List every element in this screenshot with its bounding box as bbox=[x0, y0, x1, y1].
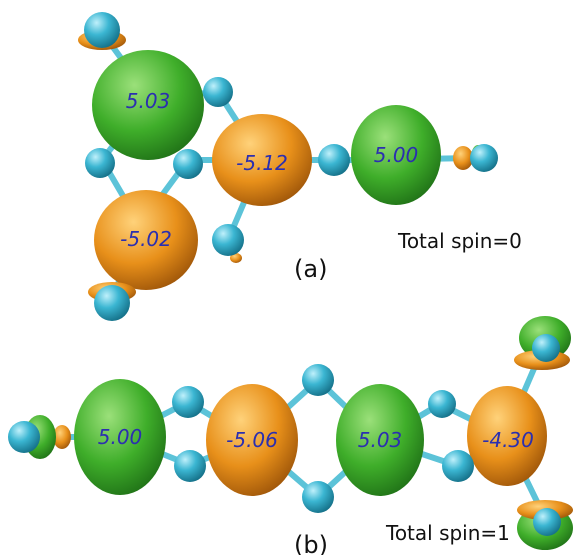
atom bbox=[302, 481, 334, 513]
moment-value: -5.12 bbox=[236, 151, 288, 175]
moment-value: -4.30 bbox=[482, 428, 534, 452]
atom bbox=[173, 149, 203, 179]
spin-down-lobe-small bbox=[53, 425, 71, 449]
atom bbox=[442, 450, 474, 482]
atom bbox=[203, 77, 233, 107]
panel-label: (b) bbox=[294, 531, 328, 555]
moment-value: 5.03 bbox=[126, 89, 171, 113]
atom bbox=[428, 390, 456, 418]
atom bbox=[533, 508, 561, 536]
spin-down-lobe bbox=[94, 190, 198, 290]
moment-value: -5.06 bbox=[226, 428, 278, 452]
spin-up-lobe bbox=[92, 50, 204, 160]
spin-up-lobe bbox=[336, 384, 424, 496]
spin-down-lobe-small bbox=[230, 253, 242, 263]
atom bbox=[174, 450, 206, 482]
spin-down-lobe bbox=[467, 386, 547, 486]
atom bbox=[470, 144, 498, 172]
atoms-b bbox=[8, 334, 561, 536]
atom bbox=[318, 144, 350, 176]
panel-label: (a) bbox=[294, 255, 327, 283]
atom bbox=[8, 421, 40, 453]
moment-value: 5.00 bbox=[98, 425, 143, 449]
atom bbox=[302, 364, 334, 396]
moment-value: 5.00 bbox=[374, 143, 419, 167]
panel-a: 5.03 -5.12 5.00 -5.02 Total spin=0 (a) bbox=[78, 12, 522, 321]
spin-down-lobe bbox=[206, 384, 298, 496]
atom bbox=[532, 334, 560, 362]
atom bbox=[84, 12, 120, 48]
total-spin-label: Total spin=0 bbox=[397, 229, 522, 253]
atoms-a bbox=[84, 12, 498, 321]
spin-down-lobe bbox=[212, 114, 312, 206]
panel-b: 5.00 -5.06 5.03 -4.30 Total spin=1 (b) bbox=[8, 316, 573, 555]
moment-value: -5.02 bbox=[120, 227, 172, 251]
atom bbox=[212, 224, 244, 256]
spin-up-lobe bbox=[74, 379, 166, 495]
moment-value: 5.03 bbox=[358, 428, 403, 452]
total-spin-label: Total spin=1 bbox=[385, 521, 510, 545]
spin-down-lobe-small bbox=[453, 146, 473, 170]
atom bbox=[85, 148, 115, 178]
atom bbox=[94, 285, 130, 321]
spin-up-lobe bbox=[351, 105, 441, 205]
atom bbox=[172, 386, 204, 418]
